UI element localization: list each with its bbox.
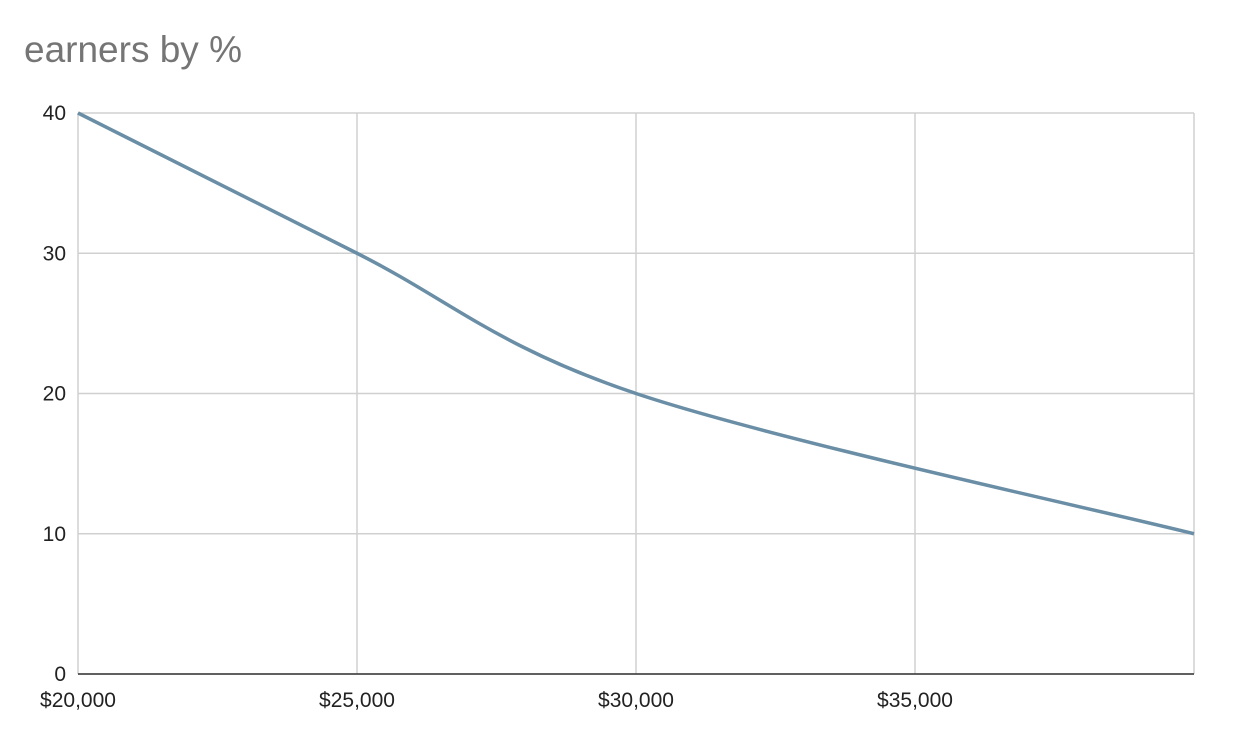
x-tick-label: $35,000 — [877, 689, 953, 712]
x-tick-label: $30,000 — [598, 689, 674, 712]
y-tick-label: 30 — [43, 242, 66, 265]
y-tick-label: 40 — [43, 102, 66, 125]
y-tick-label: 0 — [54, 663, 66, 686]
chart-title: earners by % — [24, 29, 242, 70]
x-tick-label: $20,000 — [40, 689, 116, 712]
y-tick-label: 10 — [43, 523, 66, 546]
line — [77, 111, 1195, 536]
y-tick-label: 20 — [43, 383, 66, 406]
x-tick-label: $25,000 — [319, 689, 395, 712]
